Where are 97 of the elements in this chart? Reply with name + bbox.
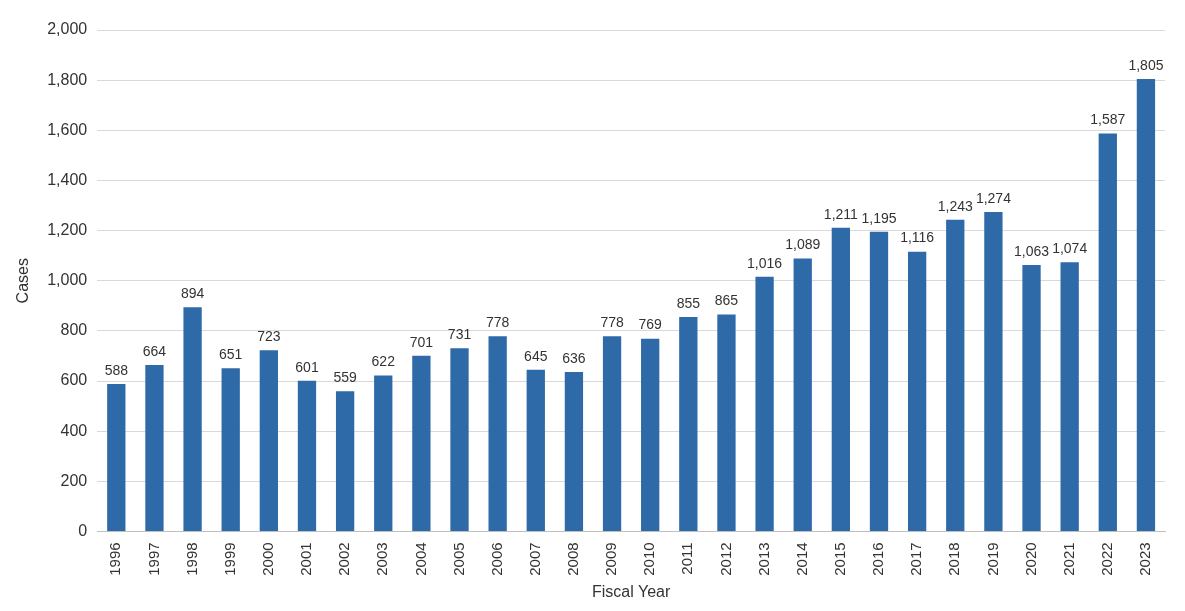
bar [946, 219, 965, 531]
data-label: 1,074 [1052, 240, 1088, 257]
x-tick-label: 2020 [1021, 542, 1039, 576]
bar [335, 391, 355, 531]
x-tick-label: 2012 [716, 542, 734, 576]
data-label: 1,016 [747, 254, 783, 271]
data-label: 778 [485, 314, 510, 331]
data-label: 601 [295, 358, 319, 375]
bar [984, 212, 1003, 531]
bar [717, 314, 736, 531]
x-tick-label: 2022 [1097, 542, 1115, 576]
x-tick-label: 2001 [297, 542, 315, 576]
x-tick-label: 2009 [602, 542, 620, 576]
data-label: 1,274 [975, 189, 1012, 206]
y-tick-label: 1,400 [47, 170, 88, 188]
x-tick-label: 2017 [907, 542, 925, 576]
bar [679, 317, 698, 531]
bar [564, 371, 584, 531]
bar [1060, 262, 1079, 531]
x-tick-label: 2018 [945, 542, 963, 576]
x-tick-label: 2010 [640, 542, 658, 576]
data-label: 1,089 [785, 236, 821, 253]
data-label: 778 [600, 314, 624, 331]
data-label: 636 [562, 349, 586, 366]
data-label: 723 [257, 328, 281, 345]
bar [831, 227, 851, 531]
data-label: 1,116 [900, 229, 935, 246]
x-tick-label: 2023 [1136, 542, 1154, 576]
x-tick-label: 1998 [182, 542, 200, 576]
bar [1136, 78, 1156, 531]
y-axis-title: Cases [14, 258, 32, 304]
data-label: 1,805 [1128, 56, 1164, 73]
x-tick-label: 2015 [831, 542, 848, 576]
x-tick-label: 1999 [220, 542, 238, 576]
y-tick-label: 200 [60, 471, 88, 489]
data-label: 559 [333, 369, 357, 386]
data-label: 622 [371, 353, 396, 370]
x-tick-label: 2008 [564, 542, 582, 576]
bar [907, 251, 927, 531]
bar [259, 350, 278, 531]
bar [602, 336, 622, 531]
bar [526, 369, 545, 531]
bar [183, 307, 202, 531]
x-tick-label: 2003 [373, 542, 391, 576]
data-label: 894 [180, 285, 205, 302]
bar [107, 384, 126, 531]
data-label: 588 [104, 361, 129, 378]
data-label: 731 [447, 326, 472, 343]
y-tick-label: 400 [60, 421, 88, 439]
bar [755, 276, 774, 531]
x-tick-label: 2000 [258, 542, 276, 576]
bar [488, 336, 507, 531]
bar [793, 258, 812, 531]
bar [869, 231, 889, 531]
x-tick-label: 1997 [144, 542, 162, 576]
data-label: 651 [219, 346, 243, 363]
x-tick-label: 2004 [411, 542, 429, 576]
y-tick-label: 1,000 [47, 271, 88, 289]
bar [374, 375, 393, 531]
x-tick-label: 2016 [869, 542, 887, 576]
y-tick-label: 800 [60, 321, 88, 339]
x-tick-label: 2002 [335, 542, 353, 576]
bar [221, 368, 240, 531]
y-tick-label: 2,000 [47, 20, 88, 38]
y-tick-label: 600 [60, 371, 88, 389]
data-label: 769 [638, 316, 663, 333]
y-tick-label: 0 [78, 521, 88, 539]
bar [412, 355, 431, 531]
bar [450, 348, 469, 531]
x-tick-label: 2006 [487, 542, 505, 576]
data-label: 1,211 [823, 205, 859, 222]
bar [145, 364, 164, 531]
y-tick-label: 1,600 [47, 120, 88, 138]
bar [1098, 133, 1117, 531]
data-label: 1,587 [1090, 111, 1126, 128]
x-tick-label: 2005 [449, 542, 467, 576]
data-label: 701 [409, 333, 434, 350]
x-tick-label: 1996 [106, 542, 124, 576]
data-label: 1,195 [861, 209, 897, 226]
data-label: 1,063 [1014, 242, 1050, 259]
bar [641, 338, 660, 531]
x-axis-title: Fiscal Year [591, 582, 671, 600]
x-tick-label: 2011 [678, 542, 696, 575]
y-tick-label: 1,800 [47, 70, 88, 88]
data-label: 1,243 [937, 197, 973, 214]
data-label: 865 [714, 292, 739, 309]
bar [1022, 264, 1041, 531]
x-tick-label: 2007 [525, 542, 543, 576]
x-tick-label: 2014 [792, 542, 810, 576]
data-label: 645 [524, 347, 548, 364]
x-tick-label: 2013 [754, 542, 772, 576]
bar [297, 380, 317, 531]
x-tick-label: 2019 [983, 542, 1001, 576]
data-label: 664 [142, 342, 167, 359]
x-tick-label: 2021 [1059, 542, 1077, 576]
data-label: 855 [676, 294, 701, 311]
y-tick-label: 1,200 [47, 220, 88, 238]
